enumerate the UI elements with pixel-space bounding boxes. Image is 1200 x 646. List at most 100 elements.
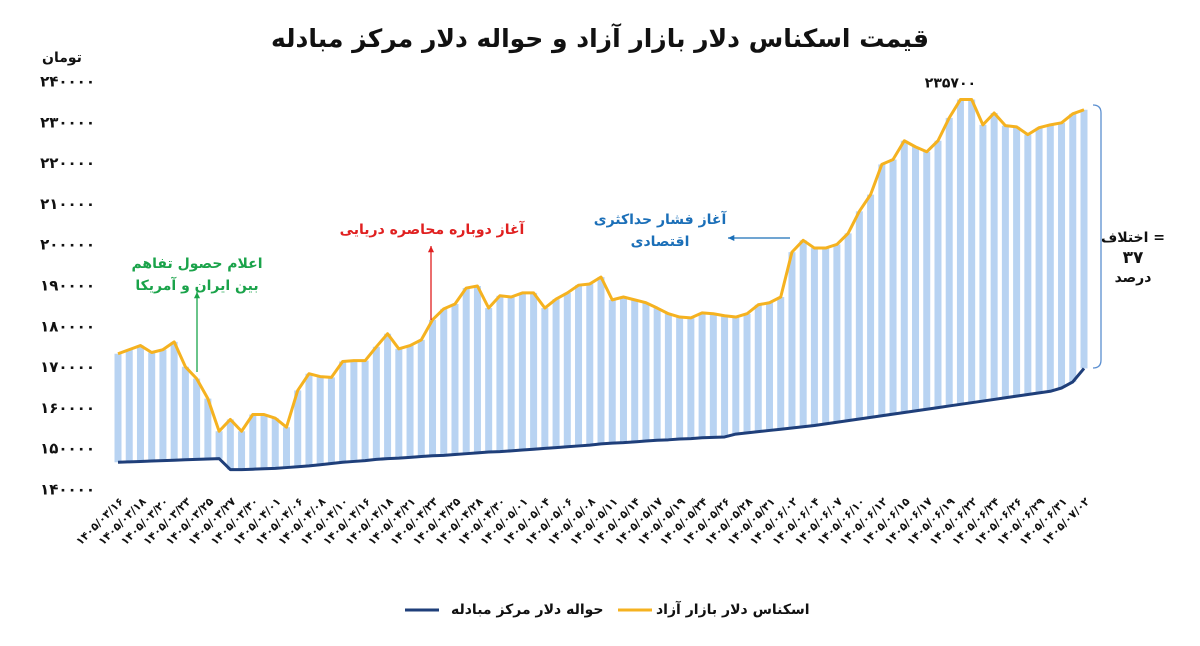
- y-tick-label: ۲۴۰۰۰۰: [40, 73, 95, 91]
- gap-bar: [855, 211, 863, 420]
- gap-bar: [1035, 127, 1043, 393]
- annotation-text: اعلام حصول تفاهم: [131, 256, 262, 272]
- gap-bar: [687, 317, 695, 439]
- gap-bar: [462, 288, 470, 454]
- gap-bar: [968, 99, 976, 403]
- gap-bar: [327, 377, 335, 464]
- series-line: [117, 98, 1085, 433]
- gap-bar: [170, 341, 178, 461]
- gap-bar: [417, 339, 425, 457]
- gap-bar: [721, 315, 729, 437]
- gap-bar: [867, 194, 875, 418]
- series-line: [117, 367, 1086, 472]
- gap-bar: [923, 151, 931, 410]
- gap-bar: [451, 303, 459, 455]
- peak-label: ۲۳۵۷۰۰: [925, 76, 976, 92]
- gap-bar: [159, 349, 167, 461]
- gap-bar: [406, 345, 414, 458]
- gap-bar: [114, 353, 122, 463]
- gap-bar: [743, 313, 751, 433]
- gap-bar: [1024, 134, 1032, 395]
- gap-bar: [125, 349, 133, 462]
- gap-bar: [844, 233, 852, 421]
- gap-bar: [788, 252, 796, 428]
- gap-bar: [530, 292, 538, 450]
- gap-bar: [395, 348, 403, 459]
- gap-bar: [384, 333, 392, 459]
- gap-bar: [597, 277, 605, 444]
- gap-bar: [810, 248, 818, 426]
- annotation-text: بین ایران و آمریکا: [135, 276, 258, 294]
- gap-bar: [1046, 124, 1054, 392]
- gap-bar: [148, 352, 156, 462]
- gap-bar: [799, 240, 807, 427]
- gap-bar: [563, 292, 571, 447]
- gap-bar: [642, 302, 650, 442]
- gap-bar: [956, 99, 964, 405]
- gap-bar: [777, 297, 785, 430]
- arrow-head: [728, 234, 735, 242]
- gap-bar: [833, 244, 841, 423]
- gap-bar: [226, 419, 234, 470]
- gap-bar: [204, 398, 212, 459]
- gap-bar: [676, 317, 684, 439]
- y-tick-label: ۱۷۰۰۰۰: [40, 358, 95, 376]
- annotation-text: آغاز دوباره محاصره دریایی: [340, 220, 526, 238]
- gap-bar: [990, 113, 998, 400]
- gap-bar: [552, 299, 560, 448]
- chart-title: قیمت اسکناس دلار بازار آزاد و حواله دلار…: [271, 23, 929, 54]
- gap-bar: [238, 431, 246, 470]
- gap-bar: [900, 140, 908, 413]
- gap-bar: [664, 313, 672, 440]
- annotation-text: اقتصادی: [631, 234, 690, 250]
- gap-bar: [372, 346, 380, 460]
- gap-bar: [507, 297, 515, 451]
- gap-bar: [496, 295, 504, 452]
- y-tick-label: ۱۹۰۰۰۰: [40, 277, 95, 295]
- gap-bar: [1013, 126, 1021, 397]
- annotation-text: درصد: [1115, 270, 1152, 286]
- gap-bar: [608, 299, 616, 444]
- gap-bar: [979, 124, 987, 402]
- legend-label: حواله دلار مرکز مبادله: [451, 602, 604, 618]
- gap-bar: [429, 319, 437, 456]
- gap-bar: [1080, 109, 1088, 369]
- gap-bar: [822, 248, 830, 424]
- gap-bar: [878, 164, 886, 416]
- y-tick-label: ۱۸۰۰۰۰: [40, 317, 95, 335]
- arrow-head: [427, 246, 435, 253]
- gap-bar: [912, 146, 920, 411]
- gap-bar: [765, 302, 773, 431]
- difference-bracket: [1092, 104, 1102, 369]
- gap-bar: [260, 414, 268, 469]
- legend-label: اسکناس دلار بازار آزاد: [656, 600, 810, 618]
- annotation-text: ۳۷: [1123, 248, 1144, 268]
- gap-bar: [619, 297, 627, 443]
- gap-bar: [271, 418, 279, 469]
- gap-bar: [473, 286, 481, 453]
- annotation-text: اختلاف =: [1101, 230, 1165, 246]
- gap-bar: [631, 299, 639, 442]
- gap-bar: [732, 317, 740, 435]
- gap-bar: [136, 345, 144, 462]
- annotation-text: آغاز فشار حداکثری: [594, 210, 728, 228]
- gap-bar: [440, 308, 448, 456]
- gap-bar: [1001, 125, 1009, 398]
- gap-bar: [282, 427, 290, 468]
- y-tick-label: ۲۲۰۰۰۰: [40, 154, 95, 172]
- arrow-head: [193, 292, 201, 299]
- gap-bar: [518, 292, 526, 451]
- gap-bar: [754, 304, 762, 432]
- gap-bar: [575, 285, 583, 446]
- gap-bar: [339, 361, 347, 463]
- gap-bar: [1069, 113, 1077, 382]
- gap-bar: [698, 312, 706, 438]
- gap-bar: [653, 308, 661, 441]
- gap-bar: [889, 159, 897, 415]
- y-tick-label: ۱۶۰۰۰۰: [40, 399, 95, 417]
- gap-bar: [945, 117, 953, 406]
- y-tick-label: ۲۱۰۰۰۰: [40, 195, 95, 213]
- gap-bar: [541, 308, 549, 449]
